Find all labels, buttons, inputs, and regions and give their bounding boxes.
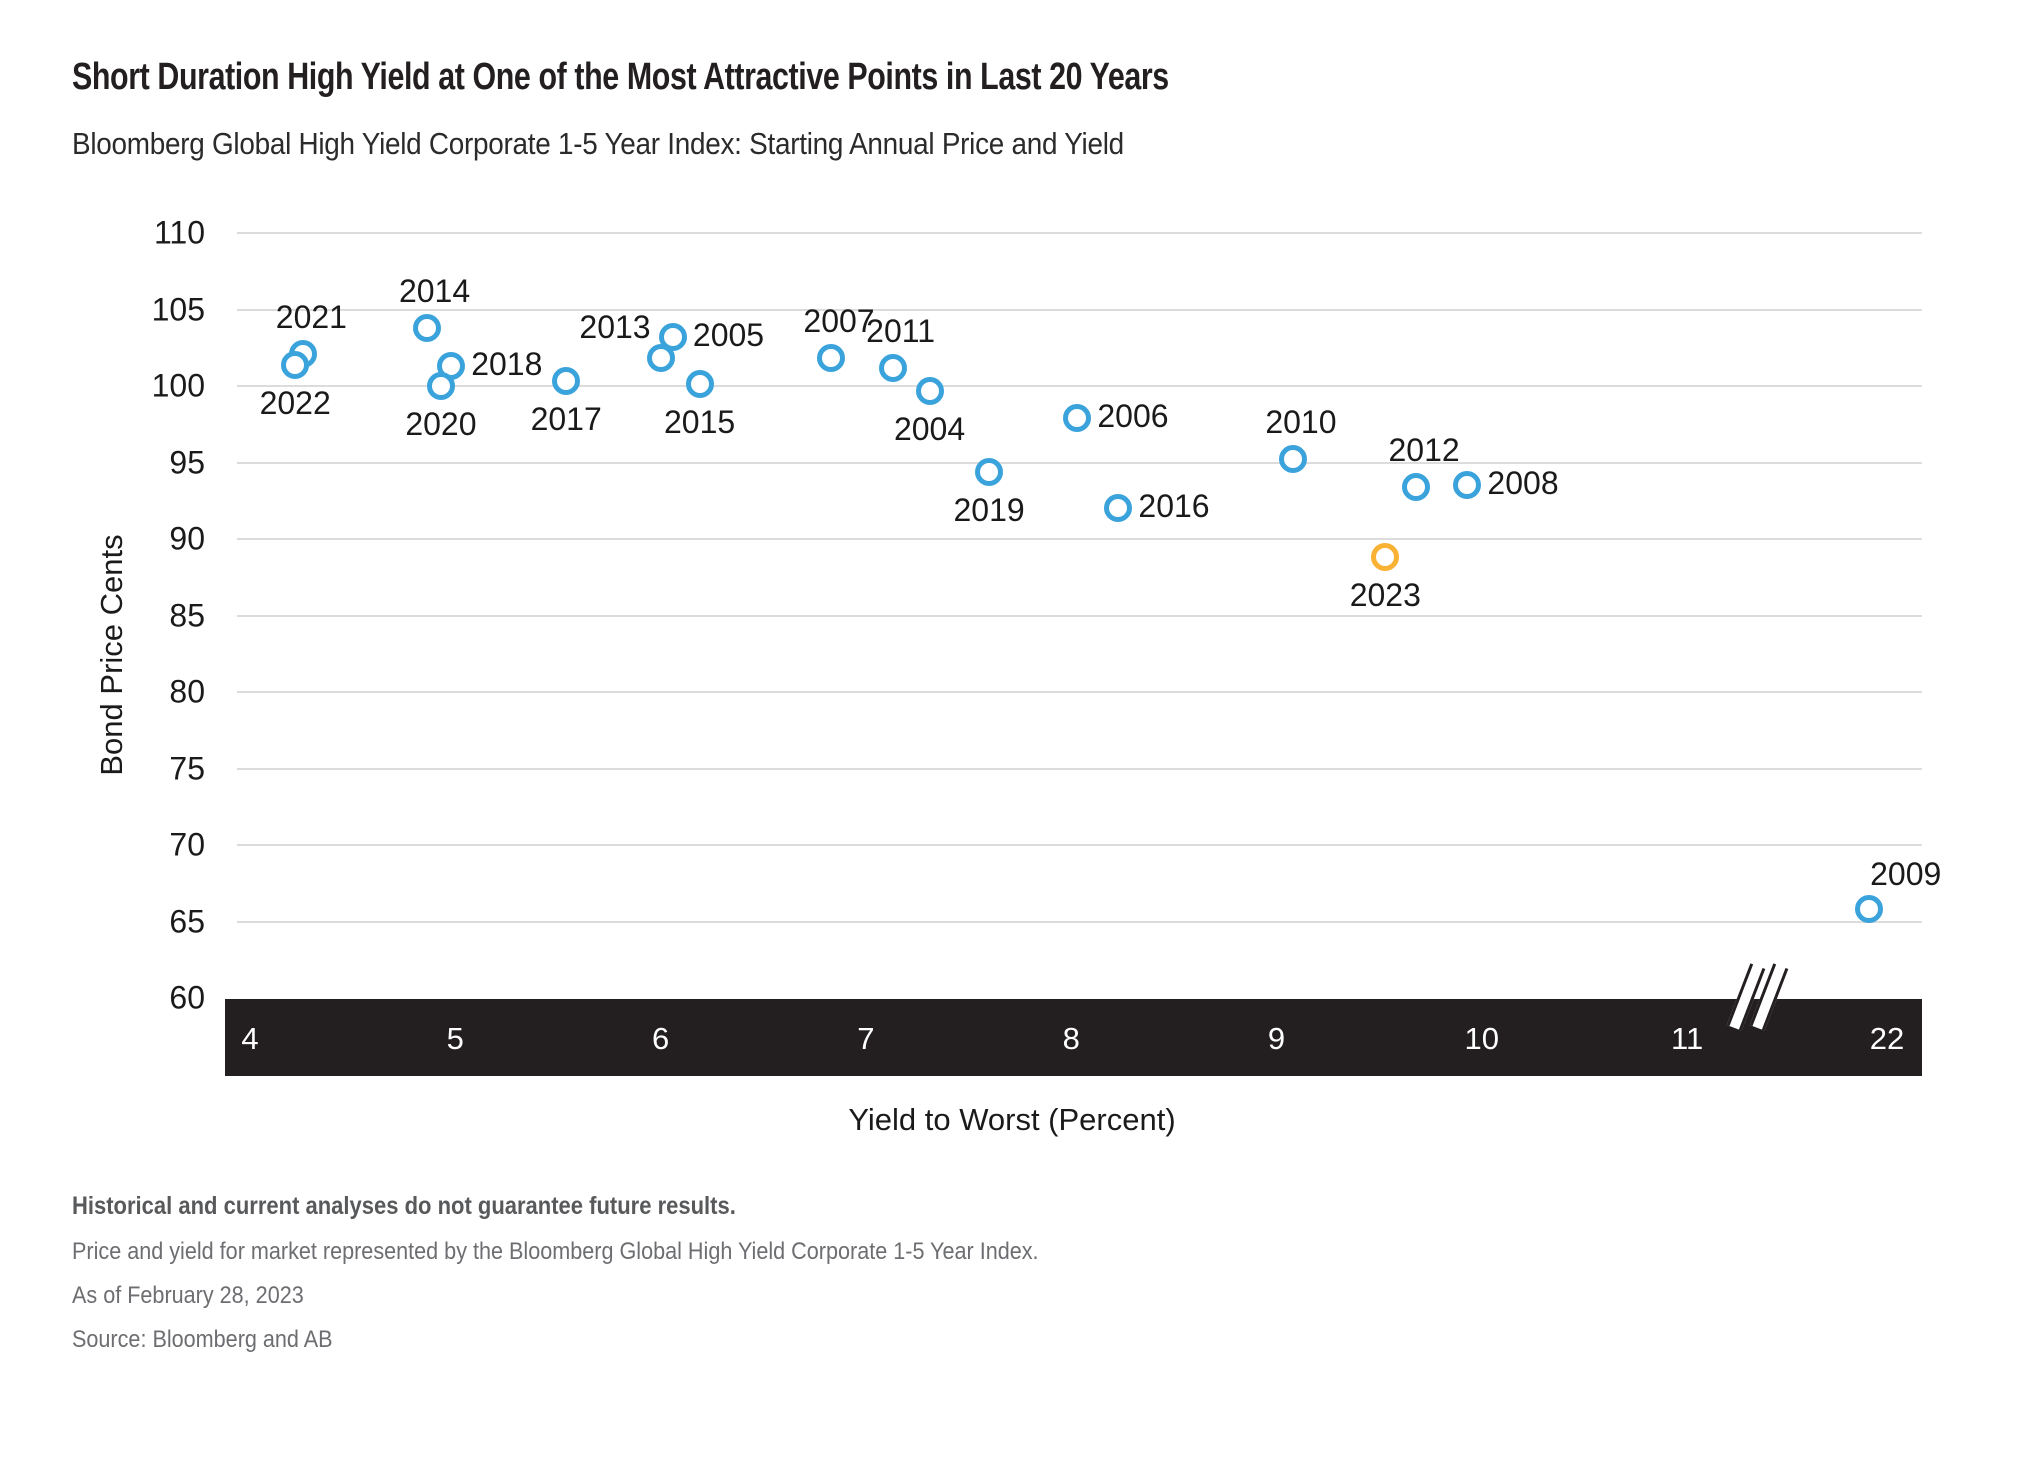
gridline [237, 614, 1922, 617]
data-point [412, 313, 441, 342]
data-point [426, 372, 455, 400]
data-point-label: 2012 [1388, 431, 1460, 468]
gridline [237, 691, 1922, 693]
data-point-label: 2015 [664, 404, 736, 441]
gridline [237, 767, 1922, 770]
data-point [1063, 404, 1092, 433]
x-axis-title: Yield to Worst (Percent) [848, 1102, 1176, 1137]
y-tick-label: 85 [169, 597, 205, 633]
data-point-label: 2021 [275, 298, 347, 335]
data-point-label: 2009 [1870, 856, 1942, 893]
y-tick-label: 65 [169, 903, 205, 939]
footnote-disclaimer: Historical and current analyses do not g… [72, 1192, 736, 1220]
x-tick-label: 8 [1062, 1020, 1080, 1056]
y-axis-title: Bond Price Cents [94, 534, 129, 776]
chart-title: Short Duration High Yield at One of the … [72, 56, 1169, 98]
data-point-label: 2006 [1097, 398, 1169, 435]
data-point-label: 2023 [1349, 577, 1421, 614]
gridline [237, 461, 1922, 464]
x-tick-label: 10 [1464, 1020, 1500, 1056]
x-tick-label: 5 [446, 1020, 464, 1056]
data-point-label: 2014 [398, 272, 471, 309]
data-point-label: 2019 [953, 491, 1025, 528]
x-tick-label: 22 [1869, 1020, 1905, 1056]
x-axis-band [225, 999, 1922, 1076]
data-point [1371, 543, 1400, 572]
data-point-label: 2011 [866, 312, 935, 349]
data-point [878, 353, 907, 382]
data-point [816, 344, 845, 373]
data-point [552, 367, 581, 396]
y-tick-label: 75 [169, 750, 205, 786]
footnotes: Historical and current analyses do not g… [72, 1192, 1146, 1370]
x-tick-label: 11 [1671, 1020, 1704, 1056]
data-point [915, 376, 944, 405]
chart-subtitle: Bloomberg Global High Yield Corporate 1-… [72, 126, 1124, 161]
data-point-label: 2020 [405, 406, 477, 442]
data-point [646, 344, 675, 373]
data-point [1402, 472, 1431, 501]
y-tick-label: 95 [169, 444, 205, 480]
gridline [237, 844, 1922, 846]
data-point-label: 2017 [530, 401, 602, 438]
data-point [1104, 494, 1133, 523]
data-point [281, 350, 310, 379]
x-tick-label: 7 [857, 1020, 875, 1056]
x-tick-label: 6 [651, 1020, 670, 1056]
data-point-label: 2022 [259, 384, 331, 421]
y-tick-label: 60 [169, 979, 205, 1016]
data-point-label: 2016 [1138, 488, 1210, 525]
y-tick-label: 100 [151, 367, 205, 404]
data-point [1278, 445, 1307, 474]
data-point-label: 2010 [1265, 404, 1337, 441]
data-point [1854, 895, 1883, 924]
y-tick-label: 80 [169, 673, 205, 710]
gridline [237, 232, 1922, 234]
y-tick-label: 90 [169, 520, 205, 557]
y-tick-label: 105 [151, 291, 205, 327]
data-point-label: 2005 [692, 317, 765, 354]
data-point [975, 457, 1004, 486]
gridline [237, 920, 1922, 923]
data-point-label: 2008 [1487, 465, 1559, 502]
data-point [1453, 471, 1482, 500]
y-tick-label: 110 [153, 214, 205, 251]
gridline [237, 538, 1922, 540]
data-point-label: 2018 [471, 346, 543, 383]
x-tick-label: 9 [1267, 1020, 1286, 1056]
gridline [237, 385, 1922, 387]
footnote-source: Source: Bloomberg and AB [72, 1326, 333, 1353]
data-point-label: 2004 [893, 410, 966, 447]
data-point-label: 2013 [579, 309, 651, 346]
x-tick-label: 4 [241, 1020, 259, 1056]
data-point [685, 370, 714, 399]
y-tick-label: 70 [169, 826, 205, 863]
data-point [658, 323, 687, 352]
data-point-label: 2007 [803, 303, 875, 340]
gridline [237, 308, 1922, 311]
footnote-as-of: As of February 28, 2023 [72, 1282, 304, 1309]
footnote-description: Price and yield for market represented b… [72, 1238, 1039, 1265]
